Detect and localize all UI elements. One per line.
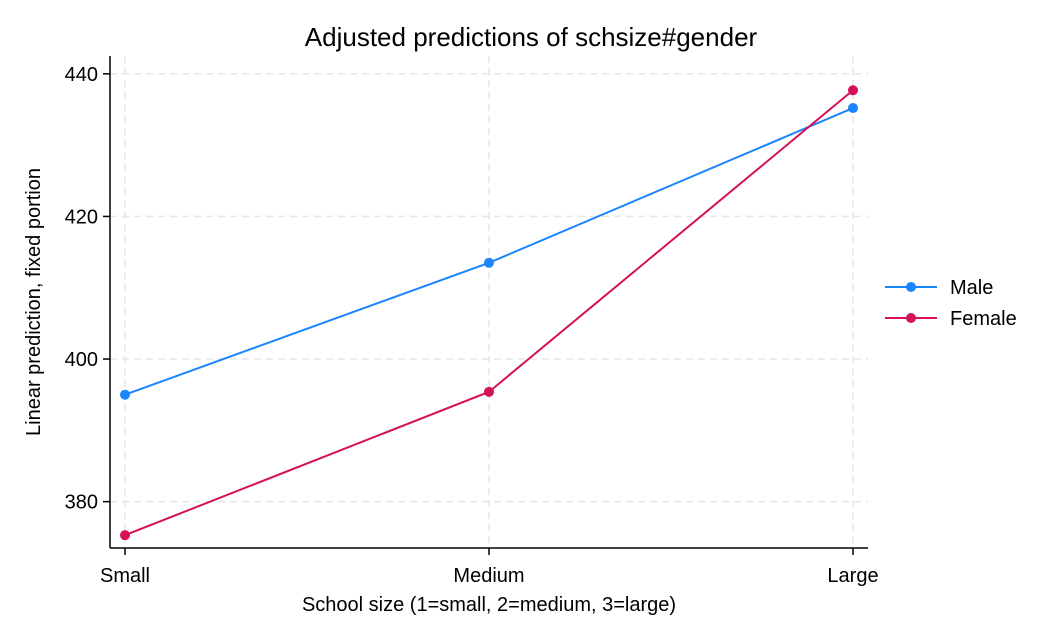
legend: Male Female	[885, 277, 1017, 330]
chart-title: Adjusted predictions of schsize#gender	[305, 22, 758, 52]
data-point-female	[848, 85, 858, 96]
legend-label-male: Male	[950, 277, 993, 299]
y-tick-label: 400	[65, 349, 98, 371]
x-tick-label: Large	[827, 565, 878, 587]
data-point-male	[848, 103, 858, 114]
legend-marker-male	[906, 282, 916, 292]
x-ticks: Small Medium Large	[100, 548, 879, 587]
data-point-female	[120, 530, 130, 541]
x-tick-label: Medium	[453, 565, 524, 587]
y-axis-title: Linear prediction, fixed portion	[23, 168, 45, 436]
x-axis-title: School size (1=small, 2=medium, 3=large)	[302, 594, 676, 616]
y-ticks: 380 400 420 440	[65, 64, 110, 514]
y-tick-label: 420	[65, 206, 98, 228]
x-tick-label: Small	[100, 565, 150, 587]
y-tick-label: 440	[65, 64, 98, 86]
data-point-male	[484, 257, 494, 268]
data-point-male	[120, 389, 130, 400]
grid	[110, 56, 868, 548]
y-tick-label: 380	[65, 492, 98, 514]
legend-label-female: Female	[950, 308, 1017, 330]
data-point-female	[484, 386, 494, 397]
legend-marker-female	[906, 313, 916, 323]
series-group	[120, 85, 858, 541]
